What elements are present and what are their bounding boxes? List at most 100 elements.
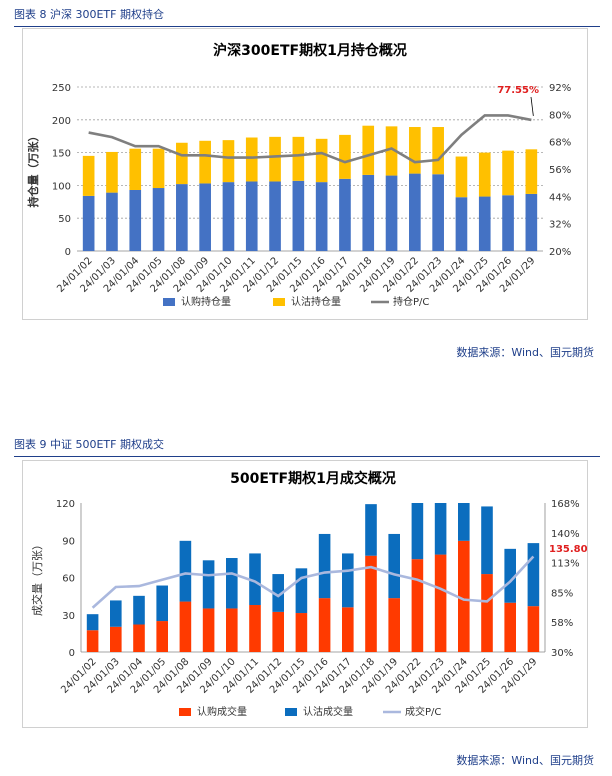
bar-put xyxy=(478,152,491,197)
bar-call xyxy=(272,611,284,652)
bar-put xyxy=(525,149,538,194)
legend-label: 认沽成交量 xyxy=(303,705,353,718)
bar-put xyxy=(339,134,351,179)
bar-call xyxy=(133,624,145,652)
bar-call xyxy=(156,621,168,652)
bar-call xyxy=(409,173,421,251)
legend-swatch xyxy=(179,708,191,716)
holdings-chart: 沪深300ETF期权1月持仓概况 0 50 100 150 200 250 20% 32% 44%… xyxy=(26,42,571,308)
legend-swatch xyxy=(163,298,175,306)
bar-put xyxy=(179,540,192,602)
bar-call xyxy=(295,613,308,652)
legend-label: 认购成交量 xyxy=(197,705,247,718)
bar-call xyxy=(249,605,261,652)
bar-put xyxy=(199,140,211,184)
bar-put xyxy=(388,533,400,599)
y-tick-label: 100 xyxy=(52,181,71,192)
bar-put xyxy=(269,136,281,182)
bar-put xyxy=(315,138,328,183)
y-tick-label: 60 xyxy=(62,574,75,585)
bar-put xyxy=(504,548,516,603)
chart-title: 沪深300ETF期权1月持仓概况 xyxy=(213,42,407,59)
bar-call xyxy=(388,598,400,652)
bar-call xyxy=(82,195,95,251)
caption-rule-1 xyxy=(14,26,600,27)
bar-call xyxy=(434,554,447,652)
y2-tick-label: 32% xyxy=(549,220,571,231)
bar-put xyxy=(106,151,118,193)
bar-put xyxy=(385,126,398,176)
bar-call xyxy=(411,559,424,652)
bar-call xyxy=(481,574,493,652)
bar-put xyxy=(272,574,284,612)
last-value-annotation: 77.55% xyxy=(497,85,539,96)
bar-call xyxy=(129,189,142,251)
bar-put xyxy=(481,506,493,575)
volume-chart: 500ETF期权1月成交概况 0 30 60 90 120 30% 58% 85% 113% 140… xyxy=(30,470,598,718)
figure-8-caption: 图表 8 沪深 300ETF 期权持仓 xyxy=(14,8,164,21)
bar-put xyxy=(362,125,375,175)
bar-call xyxy=(525,193,538,251)
y-tick-label: 200 xyxy=(52,116,71,127)
bar-call xyxy=(106,192,118,251)
bar-put xyxy=(133,595,145,625)
bar-call xyxy=(339,178,351,251)
y-tick-label: 30 xyxy=(62,611,75,622)
source-note-2: 数据来源：Wind、国元期货 xyxy=(456,754,594,767)
bar-call xyxy=(226,608,238,652)
bar-call xyxy=(318,598,331,652)
bar-put xyxy=(502,150,514,196)
y2-tick-label: 92% xyxy=(549,83,571,94)
legend-swatch xyxy=(273,298,285,306)
bar-call xyxy=(365,555,377,652)
legend-swatch xyxy=(285,708,297,716)
bar-call xyxy=(455,197,468,251)
y-tick-label: 150 xyxy=(52,149,71,160)
bar-put xyxy=(409,127,421,174)
y2-tick-label: 20% xyxy=(549,247,571,258)
y-tick-label: 50 xyxy=(58,214,71,225)
bar-put xyxy=(455,156,468,198)
legend-label: 持仓P/C xyxy=(393,295,429,308)
pc-ratio-line xyxy=(91,555,535,609)
bar-call xyxy=(222,182,235,251)
chart-box-1: 沪深300ETF期权1月持仓概况 0 50 100 150 200 250 20% 32% 44%… xyxy=(22,28,588,320)
bar-put xyxy=(342,553,354,608)
chart-box-2: 500ETF期权1月成交概况 0 30 60 90 120 30% 58% 85% 113% 140… xyxy=(22,460,598,728)
y2-tick-label: 68% xyxy=(549,138,571,149)
bar-call xyxy=(179,601,192,652)
bar-put xyxy=(222,140,235,183)
bar-call xyxy=(362,174,375,251)
chart-title: 500ETF期权1月成交概况 xyxy=(230,470,396,487)
y2-tick-label: 85% xyxy=(551,588,573,599)
bar-call xyxy=(176,184,188,251)
caption-rule-2 xyxy=(14,456,600,457)
y2-tick-label: 113% xyxy=(551,559,580,570)
y2-tick-label: 80% xyxy=(549,110,571,121)
legend-label: 成交P/C xyxy=(405,705,441,718)
y-axis-label: 持仓量（万张） xyxy=(26,131,40,208)
bar-call xyxy=(342,607,354,652)
bar-put xyxy=(434,503,447,555)
bar-call xyxy=(504,602,516,652)
y2-tick-label: 56% xyxy=(549,165,571,176)
bar-call xyxy=(385,175,398,251)
bar-put xyxy=(527,543,540,607)
figure-9-caption: 图表 9 中证 500ETF 期权成交 xyxy=(14,438,164,451)
bar-call xyxy=(202,608,215,652)
bar-call xyxy=(292,180,305,251)
y-tick-label: 250 xyxy=(52,83,71,94)
bar-put xyxy=(156,585,168,622)
bar-put xyxy=(432,127,444,175)
bar-call xyxy=(502,195,514,251)
y2-tick-label: 30% xyxy=(551,648,573,659)
bar-put xyxy=(292,136,305,181)
y2-tick-label: 140% xyxy=(551,529,580,540)
y-tick-label: 0 xyxy=(69,648,75,659)
pc-ratio-line xyxy=(88,114,532,164)
bar-put xyxy=(411,503,424,560)
bar-call xyxy=(269,181,281,251)
bar-call xyxy=(458,540,470,652)
bar-call xyxy=(478,196,491,251)
bar-put xyxy=(202,560,215,609)
